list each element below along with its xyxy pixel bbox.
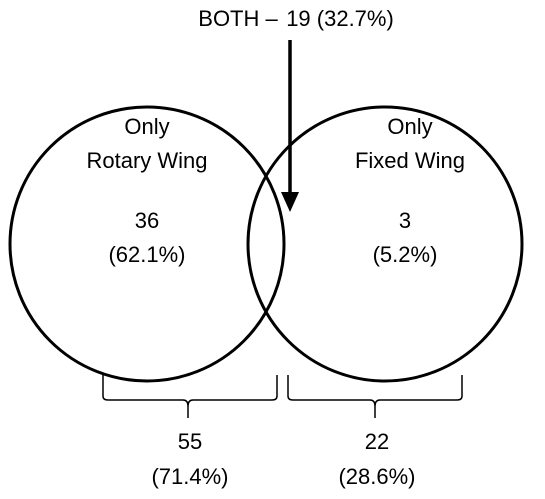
total-count: 55 [178, 429, 202, 454]
arrow-head [281, 192, 299, 212]
right-percent: (5.2%) [373, 242, 438, 267]
left-line2: Rotary Wing [86, 148, 207, 173]
right-line1: Only [387, 114, 432, 139]
left-percent: (62.1%) [108, 242, 185, 267]
total-percent: (28.6%) [338, 464, 415, 489]
right-brace [287, 375, 463, 418]
left-count: 36 [135, 208, 159, 233]
total-percent: (71.4%) [151, 464, 228, 489]
both-label: BOTH – [198, 6, 278, 31]
total-count: 22 [365, 429, 389, 454]
left-brace [102, 375, 278, 418]
right-line2: Fixed Wing [355, 148, 465, 173]
both-value: 19 (32.7%) [286, 6, 394, 31]
fixed-wing-circle [246, 105, 524, 383]
right-count: 3 [399, 208, 411, 233]
left-line1: Only [124, 114, 169, 139]
rotary-wing-circle [8, 105, 286, 383]
